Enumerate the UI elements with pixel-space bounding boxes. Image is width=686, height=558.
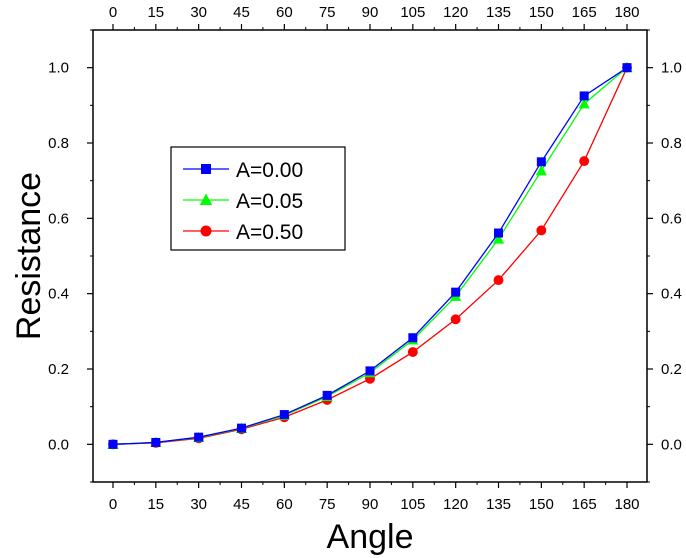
y-tick-label-right: 0.2 <box>661 361 682 378</box>
data-point-square <box>236 423 246 433</box>
x-tick-label-bottom: 15 <box>147 496 164 513</box>
plot-frame <box>92 29 648 483</box>
x-tick-label-bottom: 150 <box>529 496 554 513</box>
data-point-square <box>201 164 211 174</box>
legend-box <box>170 146 346 251</box>
data-point-square <box>151 437 161 447</box>
data-point-square <box>579 91 589 101</box>
x-tick-label-bottom: 75 <box>319 496 336 513</box>
series-line-A=0.05 <box>112 67 628 445</box>
x-tick-label-bottom: 120 <box>443 496 468 513</box>
x-tick-label-top: 120 <box>443 4 468 21</box>
x-tick-label-top: 15 <box>147 4 164 21</box>
x-tick-label-bottom: 45 <box>233 496 250 513</box>
data-point-triangle <box>492 233 505 244</box>
y-tick-label-right: 0.0 <box>661 436 682 453</box>
x-tick-label-top: 165 <box>572 4 597 21</box>
data-point-circle <box>579 156 590 167</box>
y-tick-label-left: 1.0 <box>48 60 69 77</box>
x-tick-label-bottom: 90 <box>362 496 379 513</box>
x-tick-label-top: 45 <box>233 4 250 21</box>
data-point-circle <box>536 225 547 236</box>
y-tick-label-right: 1.0 <box>661 60 682 77</box>
series-layer <box>107 61 633 450</box>
data-point-square <box>494 228 504 238</box>
y-tick-label-right: 0.8 <box>661 135 682 152</box>
y-tick-label-right: 0.4 <box>661 286 682 303</box>
data-point-square <box>322 390 332 400</box>
x-tick-label-bottom: 0 <box>109 496 117 513</box>
x-tick-label-top: 60 <box>276 4 293 21</box>
x-tick-label-top: 75 <box>319 4 336 21</box>
data-point-triangle <box>199 193 213 206</box>
data-point-square <box>536 157 546 167</box>
y-tick-label-left: 0.8 <box>48 135 69 152</box>
data-point-square <box>365 366 375 376</box>
x-axis-title: Angle <box>327 518 414 556</box>
legend-label: A=0.00 <box>236 159 303 182</box>
y-axis-title: Resistance <box>10 172 48 340</box>
data-point-circle <box>407 347 418 357</box>
data-point-square <box>194 432 204 442</box>
y-tick-label-left: 0.2 <box>48 361 69 378</box>
x-tick-label-bottom: 180 <box>614 496 639 513</box>
x-tick-label-top: 150 <box>529 4 554 21</box>
y-tick-label-right: 0.6 <box>661 210 682 227</box>
data-point-triangle <box>535 165 547 176</box>
y-tick-label-left: 0.0 <box>48 436 69 453</box>
legend-label: A=0.50 <box>236 221 303 244</box>
x-tick-label-bottom: 30 <box>190 496 207 513</box>
x-tick-label-bottom: 60 <box>276 496 293 513</box>
x-tick-label-top: 135 <box>486 4 511 21</box>
ticks-layer: 0 0 15 15 30 30 45 45 60 60 75 75 90 90 105 105 120 120 13… <box>48 4 682 513</box>
x-tick-label-top: 105 <box>400 4 425 21</box>
x-tick-label-bottom: 105 <box>400 496 425 513</box>
data-point-triangle <box>578 97 590 109</box>
legend: A=0.00 A=0.05 A=0.50 <box>170 146 346 251</box>
x-tick-label-top: 180 <box>614 4 639 21</box>
data-point-circle <box>493 275 504 286</box>
data-point-square <box>622 63 632 73</box>
data-point-circle <box>450 314 461 325</box>
y-tick-label-left: 0.4 <box>48 286 69 303</box>
data-point-square <box>108 439 118 449</box>
x-tick-label-top: 0 <box>109 4 117 21</box>
x-tick-label-bottom: 135 <box>486 496 511 513</box>
data-point-square <box>279 410 289 420</box>
series-line-A=0.00 <box>112 67 628 445</box>
x-tick-label-top: 90 <box>362 4 379 21</box>
data-point-square <box>451 287 461 297</box>
x-tick-label-bottom: 165 <box>572 496 597 513</box>
x-tick-label-top: 30 <box>190 4 207 21</box>
data-point-circle <box>200 225 212 237</box>
series-line-A=0.50 <box>112 67 628 445</box>
y-tick-label-left: 0.6 <box>48 210 69 227</box>
legend-label: A=0.05 <box>236 190 303 213</box>
data-point-square <box>408 333 418 343</box>
